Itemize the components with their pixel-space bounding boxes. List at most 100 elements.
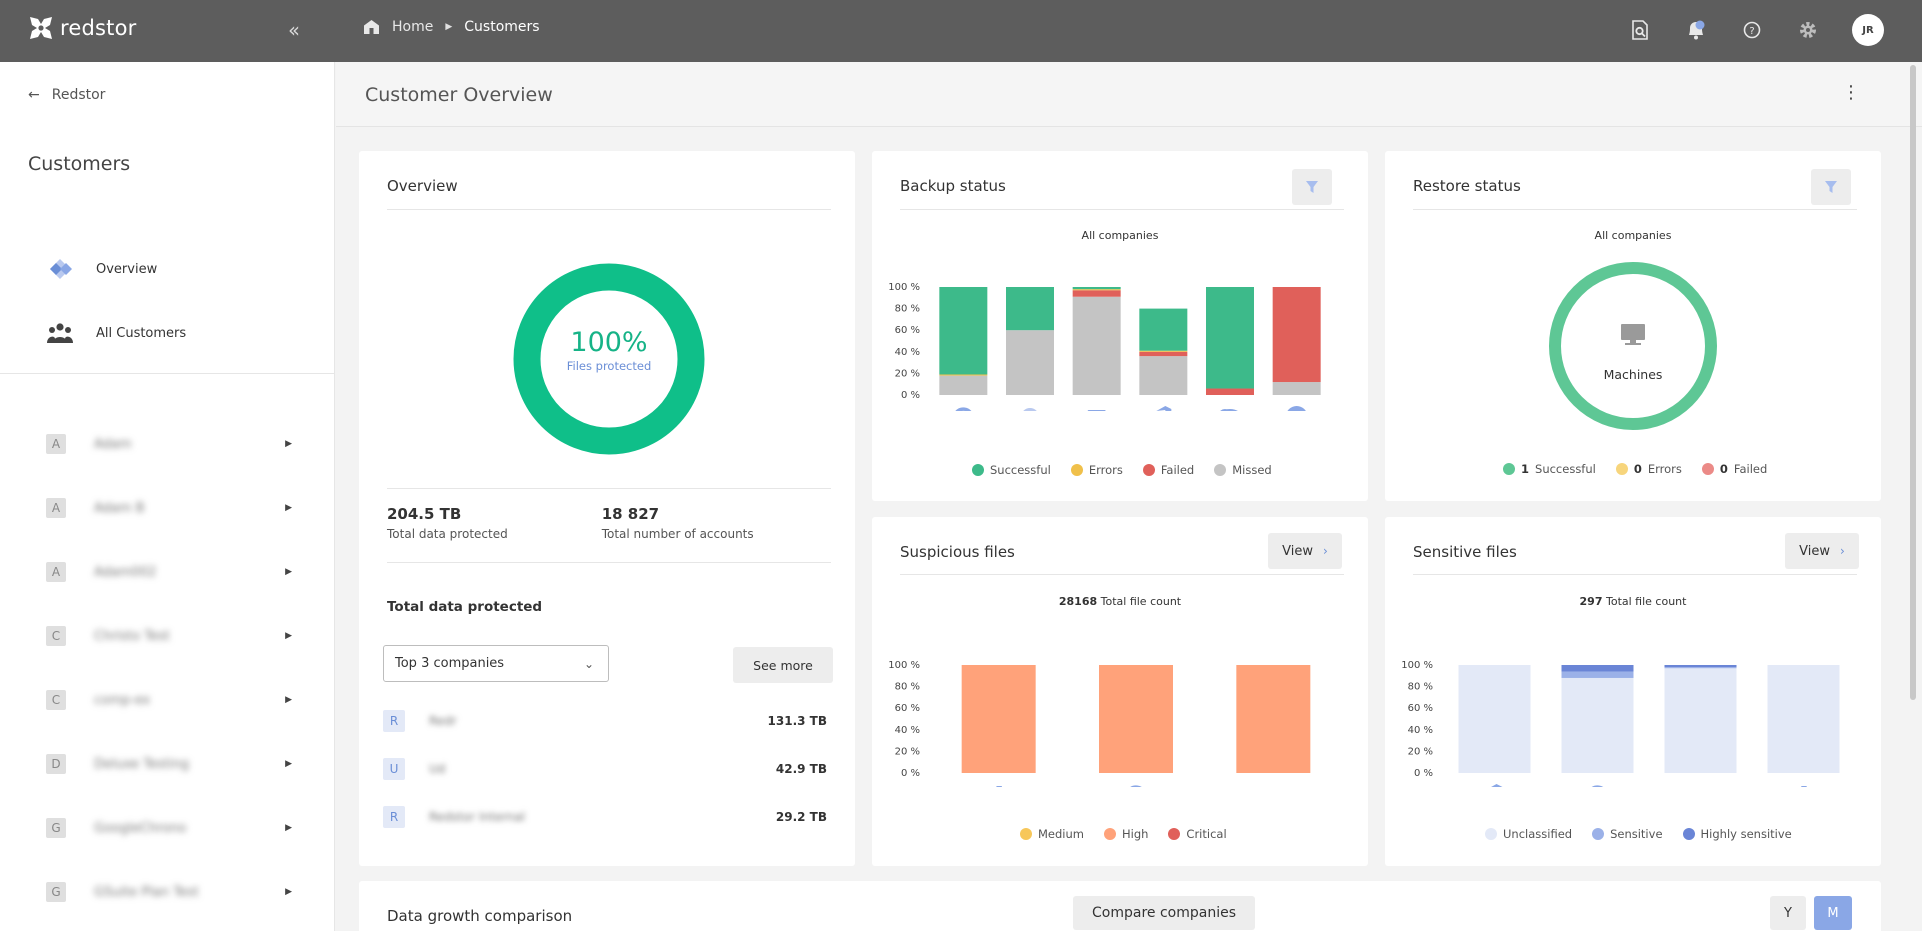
company-name: Redr <box>429 714 457 728</box>
view-button[interactable]: View › <box>1785 533 1859 569</box>
legend-count: 1 <box>1521 462 1530 476</box>
year-toggle-button[interactable]: Y <box>1770 896 1806 930</box>
chart-legend: 1 Successful 0 Errors 0 Failed <box>1503 462 1767 476</box>
monitor-icon <box>1621 324 1645 345</box>
user-avatar[interactable]: JR <box>1852 14 1884 46</box>
bar-segment <box>1072 290 1121 297</box>
company-name: Ud <box>429 762 446 776</box>
expand-arrow-icon[interactable]: ▶ <box>285 567 292 577</box>
expand-arrow-icon[interactable]: ▶ <box>285 823 292 833</box>
company-item[interactable]: A Adam002 ▶ <box>46 540 306 604</box>
legend-unclassified[interactable]: Unclassified <box>1485 827 1572 841</box>
company-item[interactable]: G GoogleChrono ▶ <box>46 796 306 860</box>
y-tick-label: 100 % <box>888 660 920 671</box>
suspicious-files-chart: 100 % 80 % 60 % 40 % 20 % 0 % <box>888 660 1311 787</box>
company-badge: C <box>46 626 66 646</box>
compare-companies-button[interactable]: Compare companies <box>1073 896 1255 930</box>
office-365-icon <box>1491 784 1503 787</box>
legend-successful[interactable]: 1 Successful <box>1503 462 1596 476</box>
sidebar-item-overview[interactable]: Overview <box>46 237 186 301</box>
divider <box>900 209 1344 210</box>
redstor-logo[interactable]: redstor <box>28 15 136 41</box>
list-item[interactable]: R Redstor Internal 29.2 TB <box>383 793 833 841</box>
filter-button[interactable] <box>1811 169 1851 205</box>
settings-icon[interactable] <box>1796 18 1820 42</box>
file-count: 28168 <box>1058 595 1098 608</box>
y-tick-label: 0 % <box>901 768 920 779</box>
legend-medium[interactable]: Medium <box>1020 827 1084 841</box>
logo-text: redstor <box>60 16 137 40</box>
legend-missed[interactable]: Missed <box>1214 463 1272 477</box>
legend-sensitive[interactable]: Sensitive <box>1592 827 1663 841</box>
bar-segment <box>939 287 988 375</box>
help-icon[interactable]: ? <box>1740 18 1764 42</box>
legend-highly-sensitive[interactable]: Highly sensitive <box>1682 827 1792 841</box>
card-title: Suspicious files <box>900 543 1015 561</box>
overview-card: Overview 100% Files protected 204.5 TB T… <box>359 151 855 866</box>
chart-legend: Unclassified Sensitive Highly sensitive <box>1485 827 1792 841</box>
collapse-sidebar-icon[interactable]: ‹‹ <box>288 18 300 42</box>
more-options-icon[interactable]: ⋮ <box>1842 82 1860 103</box>
bar-segment <box>939 374 988 376</box>
divider <box>1413 574 1857 575</box>
legend-label: Highly sensitive <box>1700 827 1792 841</box>
expand-arrow-icon[interactable]: ▶ <box>285 887 292 897</box>
month-toggle-button[interactable]: M <box>1814 896 1852 930</box>
search-icon[interactable] <box>1628 18 1652 42</box>
y-tick-label: 40 % <box>1408 725 1433 736</box>
legend-errors[interactable]: 0 Errors <box>1615 462 1682 476</box>
company-badge: A <box>46 434 66 454</box>
donut-label: Machines <box>1603 367 1663 382</box>
legend-dot <box>1615 463 1628 475</box>
top-companies-select[interactable]: Top 3 companies ⌄ <box>383 645 609 682</box>
expand-arrow-icon[interactable]: ▶ <box>285 759 292 769</box>
notifications-icon[interactable] <box>1684 18 1708 42</box>
file-count-label: Total file count <box>1100 595 1182 608</box>
legend-label: Medium <box>1038 827 1084 841</box>
back-link[interactable]: ← Redstor <box>28 87 105 103</box>
company-badge: G <box>46 818 66 838</box>
bar-segment <box>1664 667 1737 669</box>
expand-arrow-icon[interactable]: ▶ <box>285 439 292 449</box>
bar-segment <box>1139 350 1188 352</box>
files-protected-donut <box>513 263 705 455</box>
company-name: GSuite Plan Test <box>94 884 199 900</box>
company-item[interactable]: A Adam B ▶ <box>46 476 306 540</box>
legend-label: Successful <box>990 463 1051 477</box>
company-item[interactable]: D Deluxe Testing ▶ <box>46 732 306 796</box>
scrollbar[interactable] <box>1910 65 1916 700</box>
list-item[interactable]: U Ud 42.9 TB <box>383 745 833 793</box>
expand-arrow-icon[interactable]: ▶ <box>285 631 292 641</box>
see-more-button[interactable]: See more <box>733 647 833 683</box>
view-button[interactable]: View › <box>1268 533 1342 569</box>
legend-label: Missed <box>1232 463 1272 477</box>
legend-successful[interactable]: Successful <box>972 463 1051 477</box>
filter-button[interactable] <box>1292 169 1332 205</box>
legend-failed[interactable]: Failed <box>1142 463 1194 477</box>
expand-arrow-icon[interactable]: ▶ <box>285 503 292 513</box>
y-tick-label: 40 % <box>895 725 920 736</box>
legend-critical[interactable]: Critical <box>1168 827 1227 841</box>
legend-failed[interactable]: 0 Failed <box>1701 462 1767 476</box>
accounts-stat: 18 827 Total number of accounts <box>602 505 754 541</box>
legend-dot <box>1214 464 1227 476</box>
data-growth-card: Data growth comparison Compare companies… <box>359 881 1881 931</box>
legend-errors[interactable]: Errors <box>1070 463 1123 477</box>
company-item[interactable]: A Adam ▶ <box>46 412 306 476</box>
list-item[interactable]: R Redr 131.3 TB <box>383 697 833 745</box>
expand-arrow-icon[interactable]: ▶ <box>285 695 292 705</box>
company-name: Adam <box>94 436 132 452</box>
legend-dot <box>1142 464 1155 476</box>
company-item[interactable]: G GSuite Plan Test ▶ <box>46 860 306 924</box>
legend-high[interactable]: High <box>1103 827 1148 841</box>
bar-segment <box>1072 289 1121 291</box>
divider <box>900 574 1344 575</box>
legend-label: Sensitive <box>1610 827 1663 841</box>
company-item[interactable]: C Christo Test ▶ <box>46 604 306 668</box>
company-badge: C <box>46 690 66 710</box>
sidebar-item-all-customers[interactable]: All Customers <box>46 301 186 365</box>
total-file-count: 297 Total file count <box>1385 595 1881 608</box>
google-icon <box>955 407 972 411</box>
breadcrumb-home[interactable]: Home <box>363 19 433 35</box>
